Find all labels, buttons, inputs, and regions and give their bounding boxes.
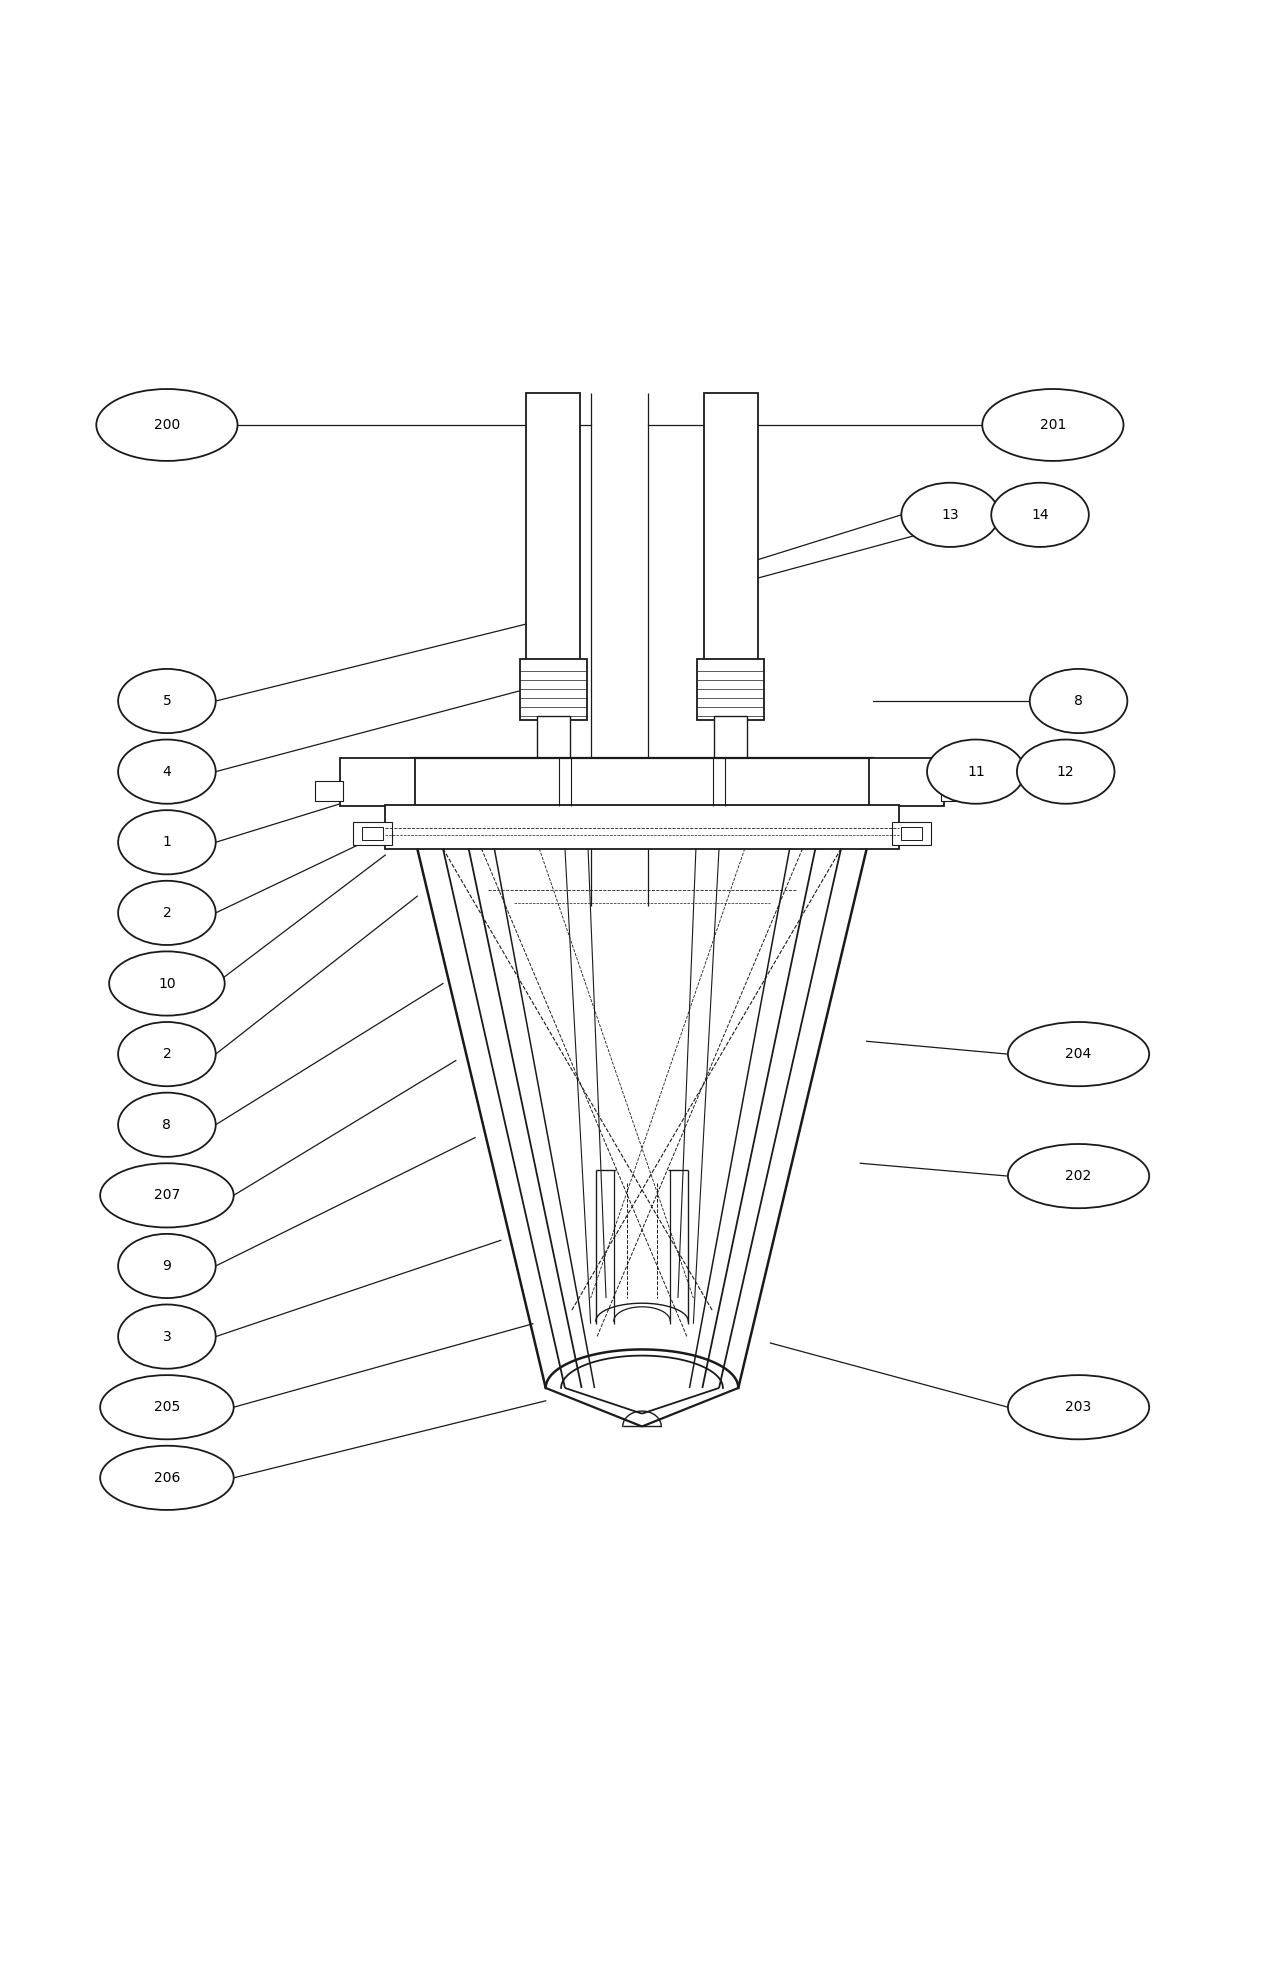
- Text: 200: 200: [154, 417, 180, 433]
- Ellipse shape: [109, 952, 225, 1015]
- Ellipse shape: [982, 389, 1124, 460]
- Ellipse shape: [901, 482, 999, 547]
- Bar: [362, 826, 383, 840]
- Bar: [697, 659, 764, 720]
- Text: 10: 10: [158, 976, 176, 991]
- Text: 202: 202: [1066, 1168, 1091, 1182]
- Ellipse shape: [118, 1092, 216, 1157]
- Ellipse shape: [1008, 1145, 1149, 1208]
- Ellipse shape: [1030, 669, 1127, 734]
- Text: 8: 8: [163, 1117, 171, 1131]
- Text: 207: 207: [154, 1188, 180, 1202]
- Bar: [385, 805, 899, 848]
- Bar: [901, 826, 922, 840]
- Bar: [537, 716, 570, 767]
- Text: 11: 11: [967, 765, 985, 779]
- Text: 2: 2: [163, 907, 171, 921]
- Text: 13: 13: [941, 507, 959, 521]
- Bar: [411, 757, 873, 806]
- Ellipse shape: [100, 1446, 234, 1511]
- Text: 12: 12: [1057, 765, 1075, 779]
- Ellipse shape: [118, 1304, 216, 1369]
- Bar: [315, 781, 343, 801]
- Text: 9: 9: [163, 1259, 171, 1273]
- Ellipse shape: [118, 1023, 216, 1086]
- Bar: [714, 716, 747, 767]
- Ellipse shape: [118, 740, 216, 805]
- Ellipse shape: [118, 881, 216, 944]
- Ellipse shape: [118, 669, 216, 734]
- Ellipse shape: [118, 810, 216, 875]
- Ellipse shape: [1008, 1375, 1149, 1440]
- Ellipse shape: [927, 740, 1025, 805]
- Bar: [526, 393, 580, 663]
- Text: 203: 203: [1066, 1401, 1091, 1414]
- Bar: [704, 393, 758, 663]
- Text: 5: 5: [163, 694, 171, 708]
- Text: 205: 205: [154, 1401, 180, 1414]
- Ellipse shape: [100, 1162, 234, 1227]
- Text: 4: 4: [163, 765, 171, 779]
- Ellipse shape: [100, 1375, 234, 1440]
- Ellipse shape: [1017, 740, 1115, 805]
- Text: 3: 3: [163, 1330, 171, 1343]
- Bar: [520, 659, 587, 720]
- Text: 14: 14: [1031, 507, 1049, 521]
- Text: 2: 2: [163, 1046, 171, 1060]
- Text: 8: 8: [1075, 694, 1082, 708]
- Ellipse shape: [1008, 1023, 1149, 1086]
- Text: 201: 201: [1040, 417, 1066, 433]
- Ellipse shape: [118, 1233, 216, 1298]
- Bar: [869, 757, 944, 806]
- Bar: [353, 822, 392, 846]
- Text: 1: 1: [163, 836, 171, 850]
- Bar: [892, 822, 931, 846]
- Bar: [340, 757, 415, 806]
- Ellipse shape: [991, 482, 1089, 547]
- Bar: [941, 781, 969, 801]
- Text: 206: 206: [154, 1471, 180, 1485]
- Ellipse shape: [96, 389, 238, 460]
- Text: 204: 204: [1066, 1046, 1091, 1060]
